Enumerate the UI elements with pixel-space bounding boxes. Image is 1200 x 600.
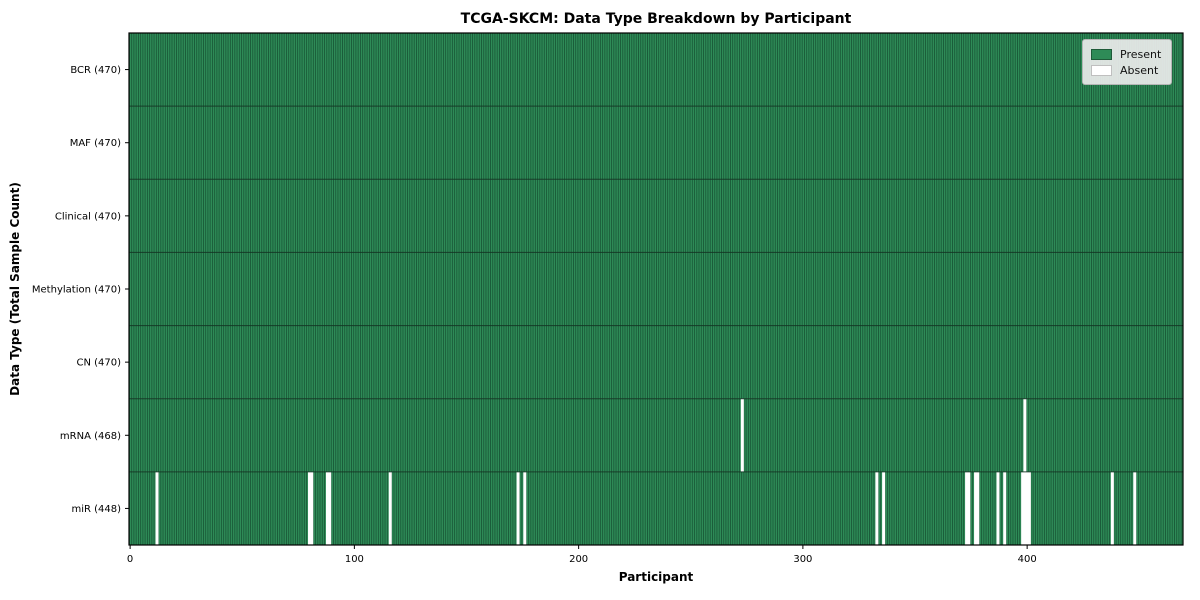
row-band-miR [129, 471, 1183, 545]
absent-gap-miR [1133, 471, 1137, 545]
absent-gap-miR [882, 471, 886, 545]
legend-label-absent: Absent [1120, 63, 1159, 77]
absent-gap-miR [1110, 471, 1114, 545]
absent-gap-miR [155, 471, 159, 545]
y-tick-label-BCR: BCR (470) [70, 65, 121, 76]
row-band-CN [129, 325, 1183, 399]
y-axis-label: Data Type (Total Sample Count) [8, 182, 22, 396]
absent-gap-miR [875, 471, 879, 545]
y-tick-label-Clinical: Clinical (470) [55, 211, 121, 222]
y-tick-label-CN: CN (470) [76, 358, 121, 369]
absent-gap-miR [310, 471, 314, 545]
absent-gap-miR [325, 471, 329, 545]
x-tick-label: 0 [127, 554, 133, 565]
present-swatch-icon [1091, 48, 1112, 60]
row-band-BCR [129, 33, 1183, 107]
absent-swatch-icon [1091, 64, 1112, 76]
absent-gap-miR [516, 471, 520, 545]
row-band-MAF [129, 106, 1183, 180]
row-band-mRNA [129, 398, 1183, 472]
absent-gap-miR [974, 471, 978, 545]
absent-gap-miR [1021, 471, 1025, 545]
absent-gap-miR [965, 471, 969, 545]
x-tick-label: 200 [569, 554, 588, 565]
y-tick-label-MAF: MAF (470) [70, 138, 121, 149]
absent-gap-miR [308, 471, 312, 545]
absent-gap-miR [1003, 471, 1007, 545]
absent-gap-miR [996, 471, 1000, 545]
legend-label-present: Present [1120, 47, 1162, 61]
x-tick-label: 400 [1018, 554, 1037, 565]
absent-gap-miR [967, 471, 971, 545]
legend-item-present: Present [1091, 46, 1161, 62]
absent-gap-miR [1023, 471, 1027, 545]
legend: Present Absent [1082, 39, 1173, 85]
y-tick-label-mRNA: mRNA (468) [60, 431, 121, 442]
y-tick-label-miR: miR (448) [71, 504, 121, 515]
x-tick-label: 300 [793, 554, 812, 565]
row-band-Clinical [129, 179, 1183, 253]
x-axis-label: Participant [618, 570, 694, 584]
absent-gap-miR [1027, 471, 1031, 545]
absent-gap-miR [1025, 471, 1029, 545]
absent-gap-mRNA [740, 398, 744, 472]
absent-gap-miR [976, 471, 980, 545]
row-band-Methylation [129, 252, 1183, 326]
y-tick-label-Methylation: Methylation (470) [32, 285, 121, 296]
absent-gap-mRNA [1023, 398, 1027, 472]
chart-title: TCGA-SKCM: Data Type Breakdown by Partic… [460, 11, 852, 27]
absent-gap-miR [523, 471, 527, 545]
absent-gap-miR [328, 471, 332, 545]
absent-gap-miR [388, 471, 392, 545]
legend-item-absent: Absent [1091, 62, 1161, 78]
x-tick-label: 100 [345, 554, 364, 565]
